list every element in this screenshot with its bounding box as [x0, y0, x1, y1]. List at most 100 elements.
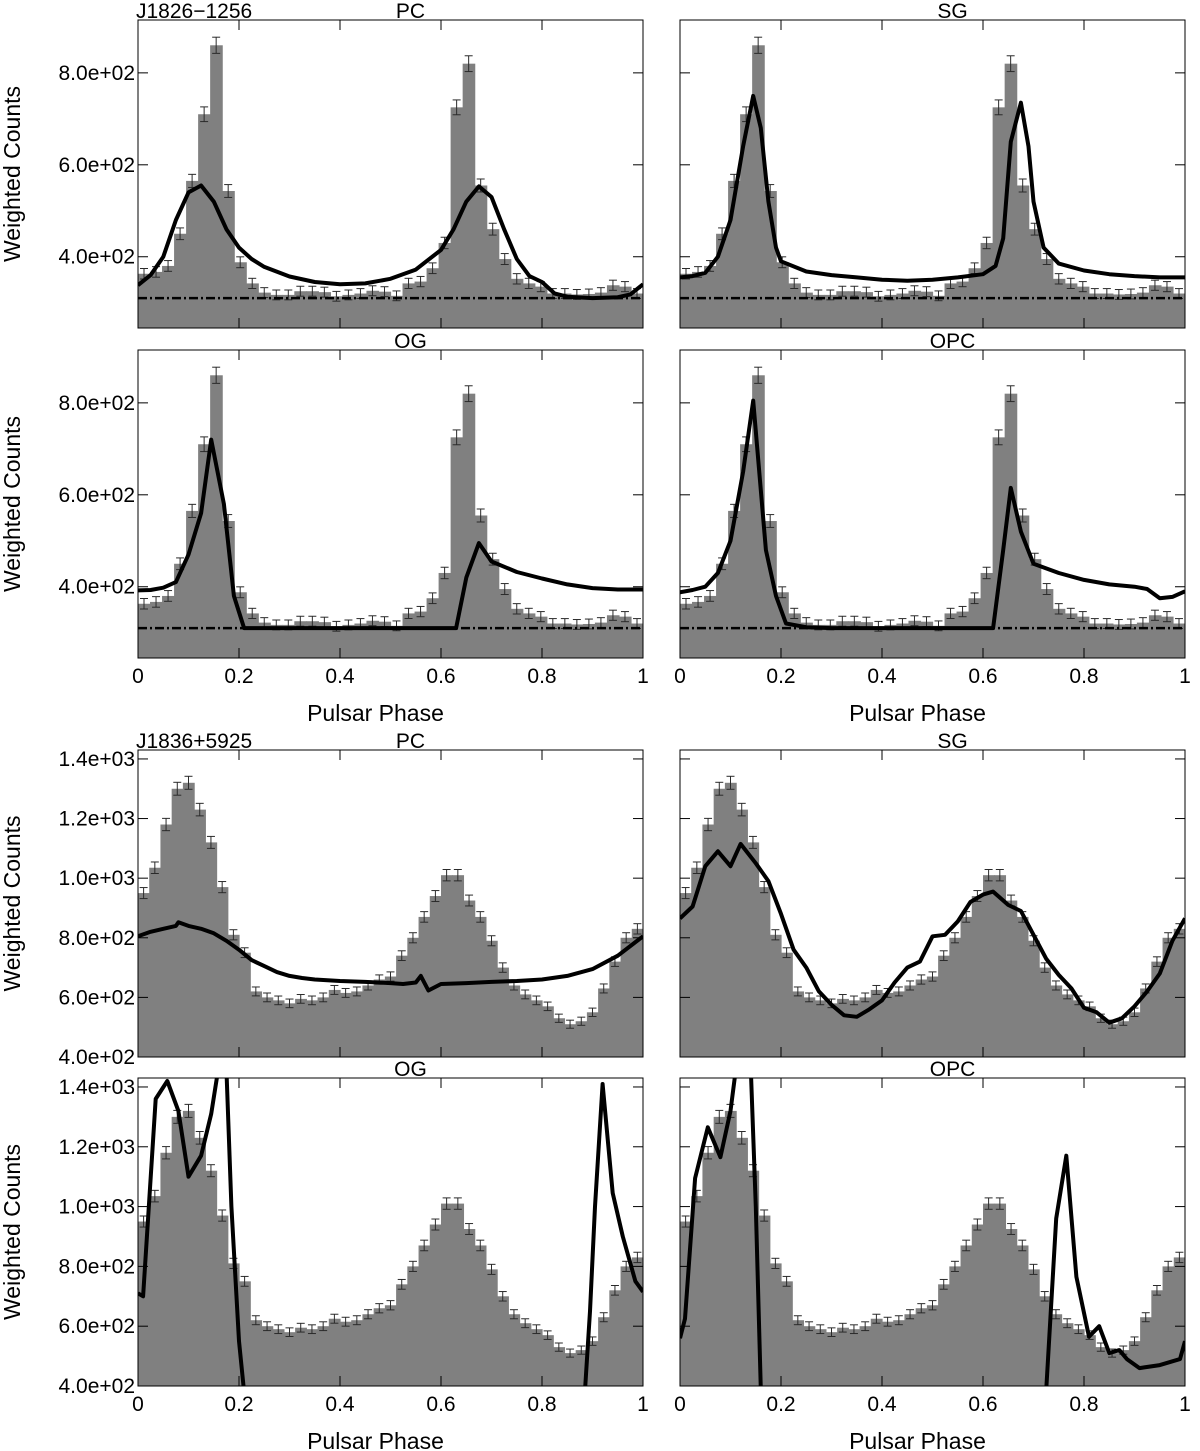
- histogram-bar: [558, 623, 572, 658]
- histogram-bar: [598, 988, 610, 1057]
- histogram-bar: [1040, 259, 1054, 328]
- histogram-bar: [848, 621, 861, 658]
- histogram-bar: [553, 1018, 566, 1057]
- histogram-bar: [429, 896, 442, 1057]
- histogram-bar: [519, 994, 532, 1057]
- histogram-bar: [620, 937, 633, 1057]
- histogram-bar: [1004, 393, 1018, 658]
- histogram-bar: [859, 997, 872, 1057]
- histogram-bar: [1124, 293, 1138, 328]
- histogram-bar: [534, 616, 548, 658]
- histogram-bar: [570, 294, 584, 328]
- histogram-bar: [546, 293, 560, 328]
- histogram-bar: [582, 623, 596, 658]
- histogram-bar: [814, 1000, 827, 1057]
- y-axis-label: Weighted Counts: [0, 86, 25, 262]
- histogram-bar: [1072, 1329, 1085, 1386]
- histogram-bar: [441, 875, 453, 1057]
- histogram-bar: [222, 191, 235, 328]
- histogram-bar: [182, 1110, 195, 1386]
- histogram-bar: [414, 281, 428, 328]
- histogram-bar: [1076, 616, 1090, 658]
- histogram-bar: [680, 893, 692, 1057]
- histogram-bar: [1050, 1314, 1063, 1386]
- histogram-bar: [546, 623, 560, 658]
- panel-model-label: PC: [396, 730, 425, 753]
- histogram-bar: [960, 1245, 973, 1386]
- histogram-bar: [1172, 293, 1185, 328]
- panel-8: 0 0.2 0.4 0.6 0.8 1 OPC Pulsar Phase: [674, 1058, 1191, 1451]
- histogram-bar: [234, 262, 247, 328]
- histogram-bar: [318, 622, 331, 658]
- y-tick-label: 1.2e+03: [59, 1136, 136, 1159]
- x-tick-label: 0.4: [325, 1393, 355, 1416]
- histogram-bar: [758, 1215, 771, 1386]
- histogram-bar: [227, 1263, 240, 1386]
- x-tick-label: 0: [674, 665, 686, 688]
- histogram-bar: [246, 283, 259, 328]
- histogram-bar: [378, 291, 392, 328]
- histogram-bar: [522, 283, 536, 328]
- histogram-bar: [1064, 613, 1078, 658]
- x-tick-label: 0.4: [325, 665, 355, 688]
- histogram-bar: [680, 603, 693, 658]
- model-light-curve: [680, 93, 1185, 283]
- x-tick-label: 0.8: [1069, 1393, 1098, 1416]
- histogram-bar: [1016, 1245, 1029, 1386]
- histogram-bar: [194, 1137, 206, 1386]
- histogram-bar: [1005, 1229, 1018, 1386]
- histogram-bar: [882, 1321, 894, 1386]
- histogram-bar: [609, 1290, 622, 1386]
- histogram-bar: [570, 624, 584, 658]
- histogram-bar: [1106, 1353, 1119, 1386]
- histogram-bar: [282, 294, 295, 328]
- plot-frame: [137, 749, 644, 1058]
- histogram-bar: [938, 955, 950, 1057]
- histogram-bar: [692, 601, 705, 658]
- histogram-bar: [150, 271, 163, 328]
- histogram-bar: [893, 991, 906, 1057]
- model-light-curve: [680, 1078, 763, 1386]
- histogram-bar: [920, 621, 934, 658]
- histogram-bar: [258, 292, 271, 328]
- x-tick-label: 0: [132, 1393, 144, 1416]
- model-light-curve: [138, 1078, 246, 1386]
- panel-model-label: PC: [396, 0, 425, 23]
- histogram-bar: [1072, 1000, 1085, 1057]
- histogram-bar: [994, 875, 1007, 1057]
- histogram-bar: [340, 1321, 352, 1386]
- histogram-bar: [498, 589, 512, 658]
- histogram-bar: [485, 1269, 498, 1386]
- histogram-bar: [1027, 1269, 1040, 1386]
- histogram-bar: [486, 559, 500, 658]
- histogram-bar: [825, 1332, 838, 1386]
- histogram-bar: [1027, 940, 1040, 1057]
- histogram-bar: [776, 262, 789, 328]
- histogram-bar: [282, 624, 295, 658]
- histogram-bar: [295, 998, 307, 1057]
- histogram-bar: [932, 625, 946, 658]
- panel-1: 4.0e+02 6.0e+02 8.0e+02 PC J1826−1256 Weighte…: [0, 0, 644, 329]
- histogram-bar: [508, 985, 521, 1057]
- x-tick-label: 0.2: [224, 665, 253, 688]
- y-tick-label: 8.0e+02: [59, 392, 136, 415]
- plot-area: [138, 1078, 643, 1386]
- histogram-bar: [956, 611, 970, 658]
- panel-7: 0 0.2 0.4 0.6 0.8 1 4.0e+02 6.0e+02 8.0e+02 1.0e+…: [0, 1058, 649, 1451]
- histogram-bar: [250, 1320, 263, 1386]
- histogram-bar: [306, 291, 319, 328]
- y-tick-label: 8.0e+02: [59, 927, 136, 950]
- histogram-bar: [1136, 292, 1150, 328]
- histogram-bar: [508, 1314, 521, 1386]
- x-tick-label: 0.6: [968, 665, 997, 688]
- histogram-bar: [295, 1327, 307, 1386]
- histogram-bar: [1088, 623, 1102, 658]
- histogram-bar: [594, 622, 608, 658]
- histogram-bar: [553, 1347, 566, 1386]
- histogram-bar: [631, 1257, 643, 1386]
- histogram-bar: [956, 281, 970, 328]
- histogram-bar: [250, 991, 263, 1057]
- histogram-bar: [896, 293, 910, 328]
- x-axis-label: Pulsar Phase: [307, 700, 444, 726]
- histogram-bar: [1088, 293, 1102, 328]
